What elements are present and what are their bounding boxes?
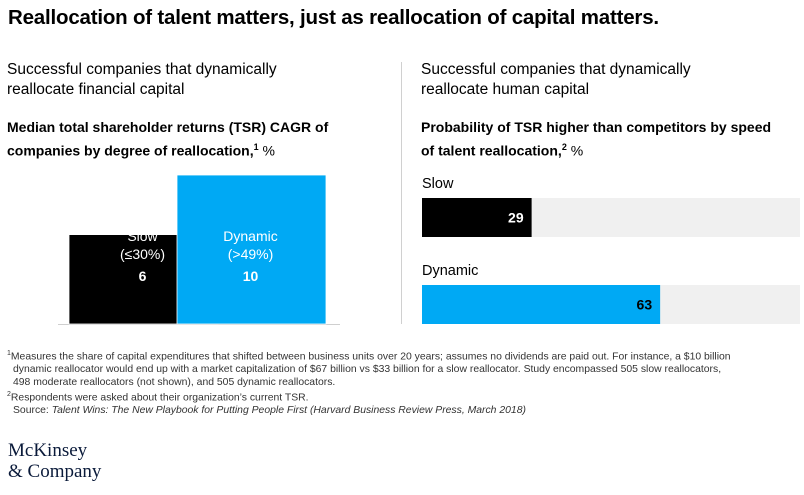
- hbar-value-slow: 29: [508, 210, 524, 226]
- left-chart-unit: %: [262, 142, 275, 159]
- bar-label-dynamic: Dynamic: [223, 228, 277, 244]
- probability-hbar-chart: Slow 29 Dynamic 63: [422, 176, 800, 324]
- bar-label-slow: Slow: [127, 228, 158, 244]
- right-subtitle-line2: reallocate human capital: [421, 81, 590, 98]
- bar-sublabel-dynamic: (>49%): [228, 246, 274, 262]
- footnotes: 1Measures the share of capital expenditu…: [7, 348, 797, 418]
- left-subtitle: Successful companies that dynamically re…: [7, 60, 367, 100]
- hbar-value-dynamic: 63: [637, 297, 653, 313]
- hbar-dynamic: [422, 285, 661, 324]
- left-footnote-mark: 1: [253, 142, 259, 152]
- bar-value-dynamic: 10: [243, 268, 259, 284]
- hbar-category-slow: Slow: [422, 176, 454, 192]
- footnote-1-mark: 1: [7, 350, 11, 357]
- footnote-1-line2: dynamic reallocator would end up with a …: [13, 364, 722, 376]
- left-chart-title: Median total shareholder returns (TSR) C…: [7, 117, 377, 161]
- left-subtitle-line1: Successful companies that dynamically: [7, 61, 277, 78]
- bar-dynamic: [176, 174, 327, 325]
- tsr-bar-chart: Slow (≤30%) 6 Dynamic (>49%) 10: [58, 174, 340, 325]
- footnote-2-line1: Respondents were asked about their organ…: [10, 392, 309, 404]
- mckinsey-logo: McKinsey & Company: [8, 440, 101, 482]
- right-chart-title: Probability of TSR higher than competito…: [421, 117, 791, 161]
- hbar-category-dynamic: Dynamic: [422, 263, 478, 279]
- panel-divider: [401, 62, 402, 324]
- left-subtitle-line2: reallocate financial capital: [7, 81, 185, 98]
- left-chart-title-line2: companies by degree of reallocation,: [7, 142, 254, 159]
- page-title: Reallocation of talent matters, just as …: [8, 6, 659, 29]
- hbar-slow: [422, 198, 532, 237]
- right-subtitle: Successful companies that dynamically re…: [421, 60, 781, 100]
- logo-line2: & Company: [8, 461, 102, 482]
- footnote-2-mark: 2: [7, 391, 11, 399]
- right-subtitle-line1: Successful companies that dynamically: [421, 61, 691, 78]
- right-chart-unit: %: [570, 142, 584, 159]
- right-chart-title-line2: of talent reallocation,: [421, 142, 562, 159]
- source-text: Talent Wins: The New Playbook for Puttin…: [51, 405, 526, 417]
- right-chart-title-line1: Probability of TSR higher than competito…: [421, 119, 772, 135]
- footnote-1-line1: Measures the share of capital expenditur…: [10, 351, 731, 363]
- right-footnote-mark: 2: [561, 142, 567, 152]
- source-label: Source:: [13, 405, 49, 417]
- footnote-1-line3: 498 moderate reallocators (not shown), a…: [13, 376, 336, 388]
- left-chart-title-line1: Median total shareholder returns (TSR) C…: [7, 119, 329, 135]
- bar-sublabel-slow: (≤30%): [120, 246, 165, 262]
- bar-value-slow: 6: [139, 268, 147, 284]
- logo-line1: McKinsey: [8, 440, 88, 461]
